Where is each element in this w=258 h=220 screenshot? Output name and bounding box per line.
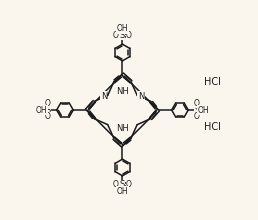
Text: OH: OH (117, 187, 128, 196)
Text: O: O (45, 112, 51, 121)
Text: S: S (120, 31, 125, 40)
Text: O: O (126, 180, 132, 189)
Text: O: O (194, 112, 200, 121)
Text: O: O (45, 99, 51, 108)
Text: HCl: HCl (204, 77, 221, 87)
Text: NH: NH (116, 87, 129, 96)
Text: O: O (113, 180, 119, 189)
Text: S: S (194, 106, 200, 114)
Text: O: O (126, 31, 132, 40)
Text: NH: NH (116, 124, 129, 133)
Text: O: O (113, 31, 119, 40)
Text: O: O (194, 99, 200, 108)
Text: OH: OH (198, 106, 209, 114)
Text: N: N (138, 92, 144, 101)
Text: OH: OH (36, 106, 47, 114)
Text: HCl: HCl (204, 123, 221, 132)
Text: S: S (120, 180, 125, 189)
Text: S: S (45, 106, 51, 114)
Text: N: N (101, 92, 107, 101)
Text: OH: OH (117, 24, 128, 33)
